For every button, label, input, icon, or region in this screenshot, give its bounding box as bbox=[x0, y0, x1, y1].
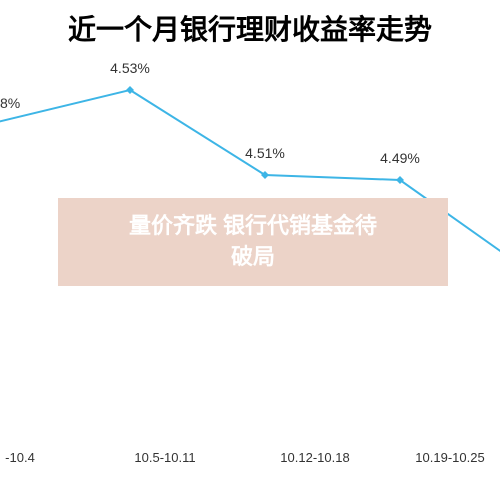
yield-trend-chart: 近一个月银行理财收益率走势 量价齐跌 银行代销基金待 破局 8%4.53%4.5… bbox=[0, 0, 500, 500]
overlay-text-line2: 破局 bbox=[231, 244, 275, 269]
x-axis-label: 10.19-10.25 bbox=[415, 450, 484, 465]
data-point-label: 4.49% bbox=[380, 150, 420, 166]
overlay-banner: 量价齐跌 银行代销基金待 破局 bbox=[58, 198, 448, 286]
data-point-label: 4.51% bbox=[245, 145, 285, 161]
x-axis-label: -10.4 bbox=[5, 450, 35, 465]
data-point-label: 8% bbox=[0, 95, 20, 111]
overlay-text-line1: 量价齐跌 银行代销基金待 bbox=[129, 213, 377, 238]
data-point-label: 4.53% bbox=[110, 60, 150, 76]
x-axis-label: 10.12-10.18 bbox=[280, 450, 349, 465]
x-axis-label: 10.5-10.11 bbox=[134, 450, 195, 465]
